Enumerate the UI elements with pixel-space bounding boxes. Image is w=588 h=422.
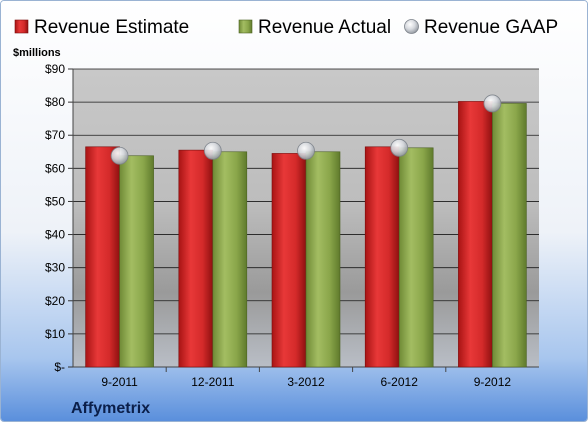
legend-label: Revenue GAAP: [424, 17, 558, 38]
legend-label: Revenue Estimate: [34, 17, 189, 38]
legend-swatch: [14, 19, 29, 34]
marker-revenue-gaap: [203, 141, 222, 160]
bar-revenue-estimate: [178, 149, 214, 368]
bar-revenue-estimate: [458, 101, 493, 368]
bar-revenue-actual: [492, 103, 527, 368]
marker-revenue-gaap: [297, 141, 315, 160]
legend-item-revenue-actual: Revenue Actual: [238, 17, 391, 38]
x-tick-label: 12-2011: [191, 375, 234, 389]
marker-revenue-gaap: [483, 94, 502, 113]
y-tick-label: $60: [45, 161, 65, 175]
legend-item-revenue-gaap: Revenue GAAP: [404, 17, 558, 38]
y-tick-label: $10: [45, 327, 65, 341]
x-tick-label: 6-2012: [381, 375, 419, 389]
x-tick-label: 3-2012: [287, 375, 325, 389]
legend-label: Revenue Actual: [258, 17, 391, 38]
company-name: Affymetrix: [71, 400, 150, 417]
y-tick-label: $50: [45, 194, 65, 208]
y-tick-label: $-: [54, 360, 65, 374]
legend: Revenue Estimate Revenue Actual Revenue GA…: [14, 17, 558, 38]
marker-revenue-gaap: [390, 138, 409, 157]
axes: $- $10 $20 $30 $40 $50 $60 $70 $80 $90 9-2011 12-20…: [45, 62, 539, 389]
bar-revenue-actual: [398, 147, 434, 368]
legend-swatch: [404, 19, 419, 34]
legend-swatch: [238, 19, 253, 34]
y-tick-label: $90: [45, 62, 65, 76]
bars: [85, 101, 527, 368]
bar-revenue-actual: [119, 155, 154, 368]
y-tick-label: $40: [45, 228, 65, 242]
bar-revenue-estimate: [271, 153, 307, 368]
x-tick-label: 9-2011: [101, 375, 138, 389]
y-tick-label: $70: [45, 128, 65, 142]
y-tick-label: $30: [45, 261, 65, 275]
gaap-markers: [110, 94, 502, 165]
bar-revenue-estimate: [85, 146, 120, 368]
y-tick-label: $20: [45, 294, 65, 308]
bar-revenue-actual: [212, 151, 248, 368]
x-tick-label: 9-2012: [474, 375, 512, 389]
y-tick-label: $80: [45, 95, 65, 109]
bar-revenue-estimate: [364, 146, 400, 368]
bar-revenue-actual: [305, 151, 341, 368]
y-axis-unit-label: $millions: [13, 47, 61, 59]
marker-revenue-gaap: [110, 146, 129, 165]
legend-item-revenue-estimate: Revenue Estimate: [14, 17, 189, 38]
